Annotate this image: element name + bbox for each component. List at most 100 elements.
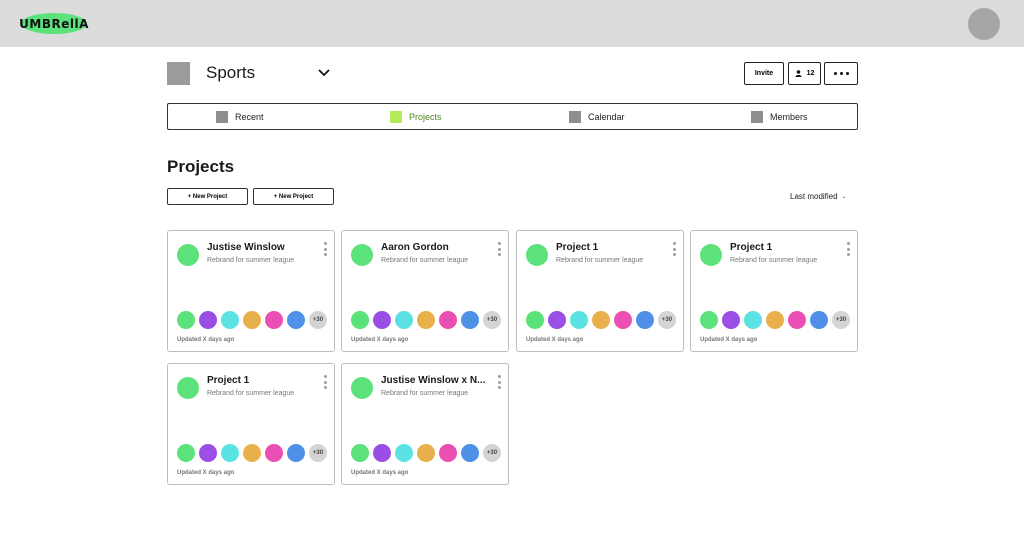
more-dot bbox=[845, 72, 849, 75]
project-subtitle: Rebrand for summer league bbox=[207, 390, 295, 397]
project-card[interactable]: Justise Winslow x N... Rebrand for summe… bbox=[341, 363, 509, 485]
member-avatar[interactable] bbox=[526, 311, 544, 329]
workspace-tabs: Recent Projects Calendar Members bbox=[167, 103, 858, 130]
new-project-button-2[interactable]: + New Project bbox=[253, 188, 334, 205]
project-card[interactable]: Project 1 Rebrand for summer league +30 … bbox=[516, 230, 684, 352]
invite-button[interactable]: Invite bbox=[744, 62, 784, 85]
project-title: Project 1 bbox=[207, 375, 250, 386]
project-card[interactable]: Project 1 Rebrand for summer league +30 … bbox=[167, 363, 335, 485]
user-avatar[interactable] bbox=[968, 8, 1000, 40]
more-members-count[interactable]: +30 bbox=[483, 444, 501, 462]
project-title: Justise Winslow x N... bbox=[381, 375, 486, 386]
project-title: Justise Winslow bbox=[207, 242, 285, 253]
tab-label: Members bbox=[770, 111, 808, 122]
member-avatar[interactable] bbox=[351, 444, 369, 462]
more-members-count[interactable]: +30 bbox=[309, 444, 327, 462]
project-card[interactable]: Justise Winslow Rebrand for summer leagu… bbox=[167, 230, 335, 352]
member-avatar[interactable] bbox=[417, 311, 435, 329]
tab-members[interactable]: Members bbox=[751, 104, 808, 129]
members-icon bbox=[751, 110, 763, 123]
updated-timestamp: Updated X days ago bbox=[700, 337, 758, 343]
member-avatar[interactable] bbox=[439, 311, 457, 329]
member-avatar[interactable] bbox=[810, 311, 828, 329]
member-count: 12 bbox=[806, 70, 815, 77]
chevron-down-icon[interactable] bbox=[316, 65, 332, 81]
kebab-menu-icon[interactable] bbox=[322, 375, 328, 389]
new-project-button[interactable]: + New Project bbox=[167, 188, 248, 205]
project-subtitle: Rebrand for summer league bbox=[381, 257, 469, 264]
member-avatars: +30 bbox=[177, 311, 327, 329]
project-avatar bbox=[177, 377, 199, 399]
member-avatar[interactable] bbox=[788, 311, 806, 329]
tab-projects[interactable]: Projects bbox=[390, 104, 442, 129]
member-avatar[interactable] bbox=[199, 311, 217, 329]
member-avatar[interactable] bbox=[461, 444, 479, 462]
more-dots-icon bbox=[833, 72, 837, 75]
updated-timestamp: Updated X days ago bbox=[177, 470, 235, 476]
member-avatar[interactable] bbox=[221, 311, 239, 329]
member-avatar[interactable] bbox=[417, 444, 435, 462]
workspace-icon bbox=[167, 62, 190, 85]
member-avatar[interactable] bbox=[548, 311, 566, 329]
member-avatar[interactable] bbox=[351, 311, 369, 329]
project-avatar bbox=[177, 244, 199, 266]
member-avatar[interactable] bbox=[373, 311, 391, 329]
member-avatar[interactable] bbox=[199, 444, 217, 462]
member-avatar[interactable] bbox=[177, 311, 195, 329]
member-avatar[interactable] bbox=[570, 311, 588, 329]
member-avatar[interactable] bbox=[636, 311, 654, 329]
more-members-count[interactable]: +30 bbox=[832, 311, 850, 329]
sort-dropdown[interactable]: Last modified ⌄ bbox=[790, 192, 847, 201]
project-subtitle: Rebrand for summer league bbox=[207, 257, 295, 264]
umbrella-logo[interactable]: UMBRellA bbox=[19, 13, 88, 34]
kebab-menu-icon[interactable] bbox=[671, 242, 677, 256]
member-avatar[interactable] bbox=[439, 444, 457, 462]
recent-icon bbox=[216, 110, 228, 123]
kebab-menu-icon[interactable] bbox=[496, 375, 502, 389]
more-options-button[interactable] bbox=[824, 62, 858, 85]
members-count-button[interactable]: 12 bbox=[788, 62, 821, 85]
member-avatar[interactable] bbox=[395, 444, 413, 462]
member-avatar[interactable] bbox=[395, 311, 413, 329]
project-subtitle: Rebrand for summer league bbox=[556, 257, 644, 264]
member-avatar[interactable] bbox=[221, 444, 239, 462]
member-avatar[interactable] bbox=[614, 311, 632, 329]
project-title: Project 1 bbox=[730, 242, 773, 253]
tab-calendar[interactable]: Calendar bbox=[569, 104, 625, 129]
member-avatar[interactable] bbox=[243, 311, 261, 329]
page-title: Projects bbox=[167, 157, 235, 176]
member-avatars: +30 bbox=[351, 444, 501, 462]
member-avatar[interactable] bbox=[287, 444, 305, 462]
kebab-menu-icon[interactable] bbox=[845, 242, 851, 256]
top-bar: UMBRellA bbox=[0, 0, 1024, 47]
project-title: Project 1 bbox=[556, 242, 599, 253]
project-avatar bbox=[700, 244, 722, 266]
member-avatar[interactable] bbox=[722, 311, 740, 329]
member-avatars: +30 bbox=[351, 311, 501, 329]
updated-timestamp: Updated X days ago bbox=[351, 337, 409, 343]
kebab-menu-icon[interactable] bbox=[496, 242, 502, 256]
member-avatar[interactable] bbox=[592, 311, 610, 329]
member-avatar[interactable] bbox=[265, 444, 283, 462]
member-avatar[interactable] bbox=[243, 444, 261, 462]
projects-icon bbox=[390, 110, 402, 123]
more-members-count[interactable]: +30 bbox=[658, 311, 676, 329]
project-card[interactable]: Project 1 Rebrand for summer league +30 … bbox=[690, 230, 858, 352]
member-avatar[interactable] bbox=[461, 311, 479, 329]
member-avatar[interactable] bbox=[700, 311, 718, 329]
member-avatar[interactable] bbox=[766, 311, 784, 329]
member-avatar[interactable] bbox=[744, 311, 762, 329]
sort-label: Last modified bbox=[790, 192, 838, 201]
project-card[interactable]: Aaron Gordon Rebrand for summer league +… bbox=[341, 230, 509, 352]
member-avatars: +30 bbox=[526, 311, 676, 329]
kebab-menu-icon[interactable] bbox=[322, 242, 328, 256]
more-members-count[interactable]: +30 bbox=[483, 311, 501, 329]
more-members-count[interactable]: +30 bbox=[309, 311, 327, 329]
member-avatar[interactable] bbox=[177, 444, 195, 462]
member-avatar[interactable] bbox=[373, 444, 391, 462]
tab-recent[interactable]: Recent bbox=[216, 104, 264, 129]
member-avatar[interactable] bbox=[265, 311, 283, 329]
member-avatar[interactable] bbox=[287, 311, 305, 329]
workspace-title: Sports bbox=[206, 63, 256, 82]
project-subtitle: Rebrand for summer league bbox=[730, 257, 818, 264]
